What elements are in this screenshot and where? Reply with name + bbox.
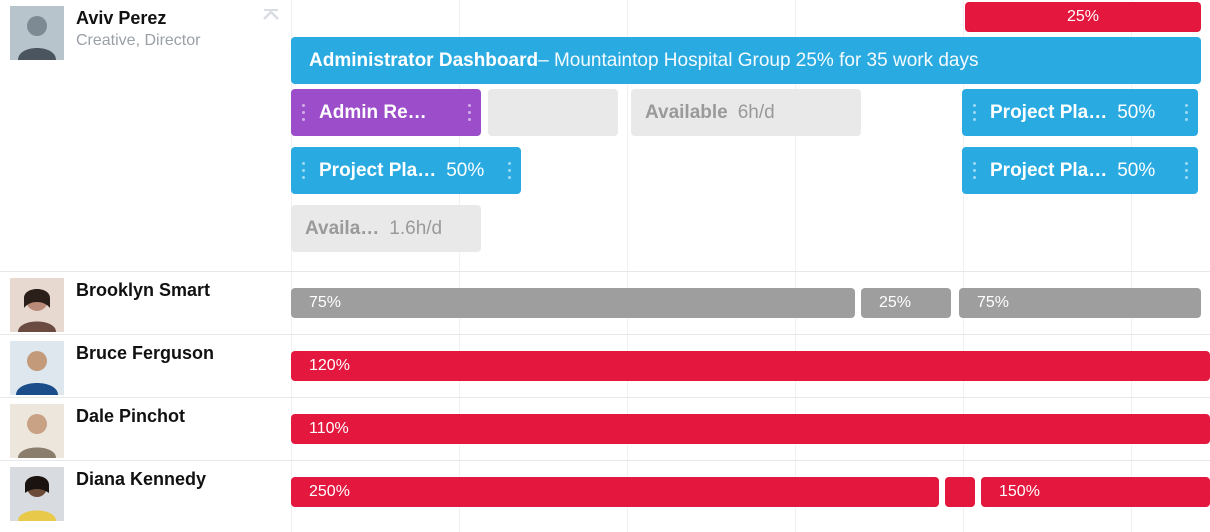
timeline: 120% [291,335,1210,397]
allocation-bar[interactable]: 250% [291,477,939,507]
task-pct: 50% [1117,160,1155,182]
task-block[interactable]: Project Pla… 50% [962,147,1198,194]
timeline: 110% [291,398,1210,460]
project-banner-title: Administrator Dashboard [309,50,538,72]
allocation-bar[interactable]: 120% [291,351,1210,381]
task-pct: 50% [446,160,484,182]
project-banner[interactable]: Administrator Dashboard – Mountaintop Ho… [291,37,1201,84]
person-cell[interactable]: Diana Kennedy [0,461,291,521]
allocation-pct: 110% [309,420,349,438]
resize-handle-left-icon[interactable] [968,147,980,194]
timeline: 75% 25% 75% [291,272,1210,334]
person-cell[interactable]: Bruce Ferguson [0,335,291,395]
person-name: Diana Kennedy [76,469,206,491]
person-title: Creative, Director [76,32,200,50]
task-block[interactable]: Project Pla… 50% [962,89,1198,136]
task-title: Project Pla… [990,160,1107,182]
task-block-ghost[interactable] [488,89,618,136]
allocation-pct: 150% [999,483,1040,501]
availability-label: Available [645,102,728,124]
allocation-bar[interactable]: 75% [959,288,1201,318]
allocation-pct: 250% [309,483,350,501]
resize-handle-right-icon[interactable] [1180,89,1192,136]
allocation-pct: 75% [309,294,341,312]
avatar [10,278,64,332]
resize-handle-left-icon[interactable] [968,89,980,136]
collapse-icon[interactable] [261,6,281,31]
allocation-bar[interactable]: 25% [965,2,1201,32]
task-pct: 50% [1117,102,1155,124]
task-title: Project Pla… [990,102,1107,124]
task-title: Project Pla… [319,160,436,182]
task-block[interactable]: Project Pla… 50% [291,147,521,194]
allocation-bar[interactable]: 150% [981,477,1210,507]
person-cell[interactable]: Dale Pinchot [0,398,291,458]
timeline: 25% Administrator Dashboard – Mountainto… [291,0,1210,271]
task-title: Admin Re… [319,102,427,124]
resource-row: Dale Pinchot 110% [0,398,1210,461]
resource-row: Brooklyn Smart 75% 25% 75% [0,272,1210,335]
resource-row: Bruce Ferguson 120% [0,335,1210,398]
avatar [10,404,64,458]
availability-block[interactable]: Available 6h/d [631,89,861,136]
availability-amount: 6h/d [738,102,775,124]
allocation-pct: 25% [1067,8,1099,26]
person-name: Brooklyn Smart [76,280,210,302]
resize-handle-left-icon[interactable] [297,89,309,136]
availability-label: Availa… [305,218,379,240]
person-cell[interactable]: Aviv Perez Creative, Director [0,0,291,60]
avatar [10,341,64,395]
resize-handle-right-icon[interactable] [463,89,475,136]
resource-row: Aviv Perez Creative, Director 25% Admini… [0,0,1210,272]
availability-amount: 1.6h/d [389,218,442,240]
availability-block[interactable]: Availa… 1.6h/d [291,205,481,252]
person-cell[interactable]: Brooklyn Smart [0,272,291,332]
person-name: Bruce Ferguson [76,343,214,365]
person-name: Aviv Perez [76,8,200,30]
allocation-bar[interactable]: 25% [861,288,951,318]
allocation-pct: 25% [879,294,911,312]
timeline: 250% 150% [291,461,1210,524]
resize-handle-left-icon[interactable] [297,147,309,194]
allocation-pct: 75% [977,294,1009,312]
project-banner-detail: – Mountaintop Hospital Group 25% for 35 … [538,50,978,72]
person-name: Dale Pinchot [76,406,185,428]
resize-handle-right-icon[interactable] [503,147,515,194]
allocation-bar[interactable] [945,477,975,507]
avatar [10,6,64,60]
allocation-bar[interactable]: 110% [291,414,1210,444]
resize-handle-right-icon[interactable] [1180,147,1192,194]
allocation-pct: 120% [309,357,350,375]
task-block[interactable]: Admin Re… [291,89,481,136]
resource-row: Diana Kennedy 250% 150% [0,461,1210,524]
allocation-bar[interactable]: 75% [291,288,855,318]
avatar [10,467,64,521]
